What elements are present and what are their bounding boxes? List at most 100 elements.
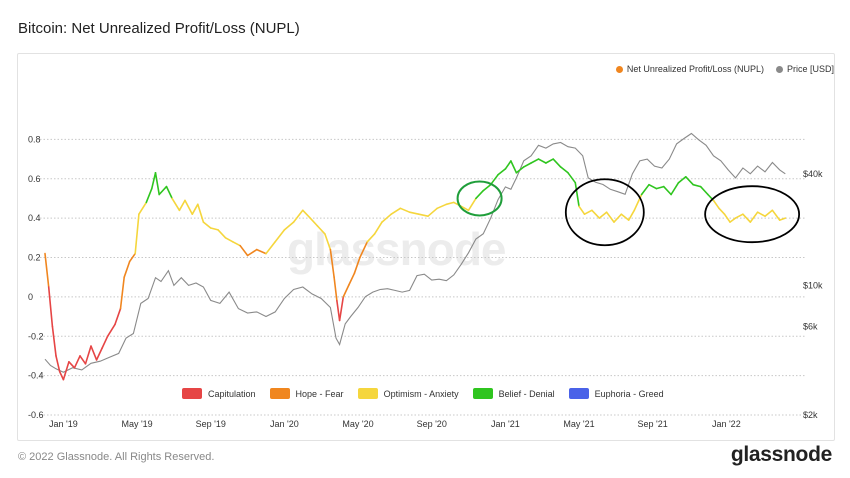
nupl-segment <box>620 213 630 221</box>
legend-label-belief-denial: Belief - Denial <box>498 388 555 399</box>
nupl-segment <box>662 185 672 196</box>
nupl-segment <box>764 209 774 217</box>
legend-item-euphoria-greed[interactable]: Euphoria - Greed <box>568 388 664 399</box>
y-tick-label-left: 0.2 <box>28 253 41 263</box>
legend-label-capitulation: Capitulation <box>208 388 256 399</box>
nupl-segment <box>771 209 781 221</box>
legend-item-hope-fear[interactable]: Hope - Fear <box>269 388 344 399</box>
nupl-segment <box>445 201 455 206</box>
x-tick-label: May '19 <box>121 419 152 429</box>
nupl-segment <box>504 160 512 170</box>
nupl-segment <box>390 207 402 215</box>
nupl-segment <box>197 203 205 223</box>
nupl-segment <box>778 217 787 221</box>
nupl-segment <box>399 207 411 213</box>
nupl-segment <box>151 172 157 190</box>
y-tick-label-left: -0.2 <box>28 331 44 341</box>
nupl-segment <box>497 168 507 176</box>
y-tick-label-left: -0.4 <box>28 371 44 381</box>
nupl-segment <box>408 211 420 215</box>
nupl-segment <box>62 360 70 381</box>
nupl-segment <box>489 174 499 186</box>
optimism-anxiety-swatch-icon <box>357 388 378 399</box>
nupl-legend-dot-icon <box>615 65 623 73</box>
legend-item-belief-denial[interactable]: Belief - Denial <box>472 388 555 399</box>
nupl-segment <box>154 172 160 196</box>
nupl-segment <box>482 183 492 192</box>
legend-item-nupl[interactable]: Net Unrealized Profit/Loss (NUPL) <box>615 64 764 74</box>
x-tick-label: May '21 <box>563 419 594 429</box>
nupl-segment <box>583 209 593 215</box>
nupl-segment <box>699 185 709 196</box>
nupl-segment <box>301 209 312 219</box>
price-legend-dot-icon <box>775 65 783 73</box>
nupl-segment <box>51 325 57 357</box>
y-tick-label-right: $40k <box>803 169 823 179</box>
nupl-segment <box>202 221 212 229</box>
nupl-segment <box>640 183 650 196</box>
nupl-segment <box>128 252 136 263</box>
nupl-segment <box>101 335 109 349</box>
nupl-segment <box>44 252 50 288</box>
hope-fear-swatch-icon <box>269 388 290 399</box>
nupl-segment <box>718 207 726 215</box>
capitulation-swatch-icon <box>182 388 202 399</box>
x-tick-label: Sep '19 <box>196 419 226 429</box>
nupl-segment <box>47 286 54 328</box>
euphoria-greed-swatch-icon <box>568 388 589 399</box>
nupl-segment <box>224 237 234 243</box>
nupl-segment <box>209 227 219 231</box>
y-tick-label-right: $6k <box>803 322 818 332</box>
nupl-segment <box>684 176 695 186</box>
nupl-segment <box>333 276 338 302</box>
nupl-segment <box>123 260 131 279</box>
x-tick-label: Jan '20 <box>270 419 299 429</box>
nupl-segment <box>723 213 731 223</box>
x-tick-label: Sep '20 <box>417 419 447 429</box>
nupl-segment <box>436 203 448 210</box>
chart-panel <box>17 53 835 441</box>
nupl-segment <box>530 158 540 164</box>
legend-item-optimism-anxiety[interactable]: Optimism - Anxiety <box>357 388 459 399</box>
y-tick-label-right: $10k <box>803 280 823 290</box>
x-tick-label: May '20 <box>342 419 373 429</box>
nupl-segment <box>627 209 636 221</box>
nupl-segment <box>58 370 65 381</box>
belief-denial-swatch-icon <box>472 388 493 399</box>
nupl-segment <box>552 158 562 168</box>
nupl-segment <box>265 241 277 255</box>
nupl-segment <box>171 197 181 212</box>
x-tick-label: Jan '22 <box>712 419 741 429</box>
x-tick-label: Sep '21 <box>638 419 668 429</box>
nupl-segment <box>467 197 477 212</box>
nupl-segment <box>742 213 752 223</box>
nupl-segment <box>460 205 470 212</box>
y-tick-label-left: 0.4 <box>28 213 41 223</box>
nupl-segment <box>749 211 759 223</box>
nupl-segment <box>79 355 87 365</box>
legend-label-optimism-anxiety: Optimism - Anxiety <box>383 388 459 399</box>
nupl-segment <box>55 355 61 373</box>
nupl-segment <box>427 207 439 217</box>
nupl-segment <box>537 158 547 164</box>
nupl-segment <box>114 307 122 326</box>
nupl-segment <box>347 272 356 286</box>
legend-item-price[interactable]: Price [USD] <box>775 64 834 74</box>
nupl-segment <box>232 241 241 247</box>
nupl-segment <box>316 225 326 235</box>
price-line <box>44 132 786 373</box>
nupl-segment <box>515 166 525 174</box>
annotation-circle-green <box>456 180 503 217</box>
nupl-segment <box>475 189 485 200</box>
legend-top: Net Unrealized Profit/Loss (NUPL) Price … <box>615 64 834 74</box>
nupl-segment <box>670 181 680 196</box>
nupl-segment <box>106 323 116 338</box>
nupl-segment <box>353 256 361 275</box>
nupl-segment <box>605 211 615 223</box>
nupl-segment <box>598 211 608 219</box>
glassnode-logo[interactable]: glassnode <box>730 443 832 466</box>
nupl-segment <box>359 241 369 259</box>
chart-title: Bitcoin: Net Unrealized Profit/Loss (NUP… <box>18 20 300 37</box>
legend-item-capitulation[interactable]: Capitulation <box>182 388 256 399</box>
copyright-text: © 2022 Glassnode. All Rights Reserved. <box>18 451 215 463</box>
